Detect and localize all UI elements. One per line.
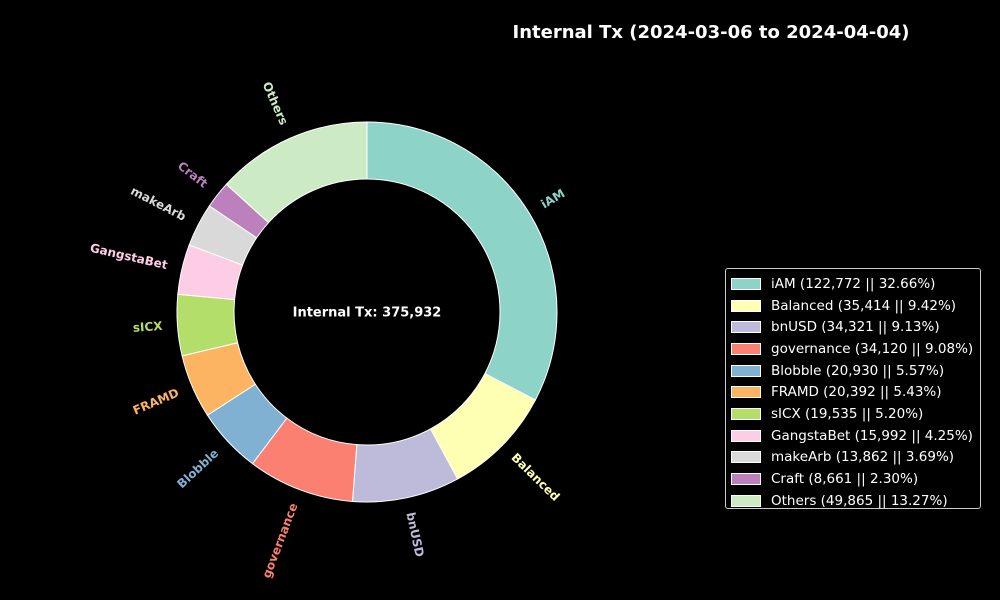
legend-swatch: [731, 429, 761, 442]
legend-label: governance (34,120 || 9.08%): [771, 340, 974, 357]
chart-legend: iAM (122,772 || 32.66%) Balanced (35,414 …: [725, 268, 981, 509]
legend-label: iAM (122,772 || 32.66%): [771, 275, 936, 292]
slice-label-framd: FRAMD: [131, 386, 181, 418]
legend-item-others: Others (49,865 || 13.27%): [731, 490, 980, 512]
legend-label: bnUSD (34,321 || 9.13%): [771, 319, 940, 336]
legend-label: makeArb (13,862 || 3.69%): [771, 449, 955, 466]
legend-swatch: [731, 494, 761, 507]
legend-swatch: [731, 451, 761, 464]
legend-label: Others (49,865 || 13.27%): [771, 492, 948, 509]
slice-label-iam: iAM: [538, 186, 567, 211]
legend-label: GangstaBet (15,992 || 4.25%): [771, 427, 973, 444]
legend-label: sICX (19,535 || 5.20%): [771, 405, 924, 422]
chart-title: Internal Tx (2024-03-06 to 2024-04-04): [512, 22, 910, 43]
legend-swatch: [731, 407, 761, 420]
legend-swatch: [731, 364, 761, 377]
legend-label: Craft (8,661 || 2.30%): [771, 471, 919, 488]
slice-label-others: Others: [260, 80, 291, 127]
slice-label-sicx: sICX: [132, 319, 163, 335]
pie-slice-others: [225, 121, 368, 224]
slice-label-blobble: Blobble: [174, 446, 221, 491]
slice-label-governance: governance: [259, 501, 300, 580]
legend-item-gangstabet: GangstaBet (15,992 || 4.25%): [731, 425, 980, 447]
legend-swatch: [731, 299, 761, 312]
legend-swatch: [731, 386, 761, 399]
legend-label: Balanced (35,414 || 9.42%): [771, 297, 957, 314]
slice-label-craft: Craft: [175, 159, 210, 191]
slice-label-makearb: makeArb: [128, 184, 188, 224]
legend-swatch: [731, 473, 761, 486]
legend-swatch: [731, 321, 761, 334]
slice-label-gangstabet: GangstaBet: [89, 241, 169, 273]
legend-item-governance: governance (34,120 || 9.08%): [731, 338, 980, 360]
legend-item-balanced: Balanced (35,414 || 9.42%): [731, 295, 980, 317]
legend-label: Blobble (20,930 || 5.57%): [771, 362, 945, 379]
pie-slice-iam: [366, 121, 558, 401]
legend-item-makearb: makeArb (13,862 || 3.69%): [731, 447, 980, 469]
legend-item-sicx: sICX (19,535 || 5.20%): [731, 403, 980, 425]
center-label: Internal Tx: 375,932: [293, 306, 442, 321]
legend-swatch: [731, 342, 761, 355]
slice-label-bnusd: bnUSD: [403, 511, 426, 558]
legend-item-craft: Craft (8,661 || 2.30%): [731, 468, 980, 490]
slice-label-balanced: Balanced: [509, 450, 563, 503]
legend-swatch: [731, 277, 761, 290]
legend-item-framd: FRAMD (20,392 || 5.43%): [731, 381, 980, 403]
legend-item-blobble: Blobble (20,930 || 5.57%): [731, 360, 980, 382]
legend-item-bnusd: bnUSD (34,321 || 9.13%): [731, 316, 980, 338]
legend-label: FRAMD (20,392 || 5.43%): [771, 384, 942, 401]
legend-item-iam: iAM (122,772 || 32.66%): [731, 273, 980, 295]
